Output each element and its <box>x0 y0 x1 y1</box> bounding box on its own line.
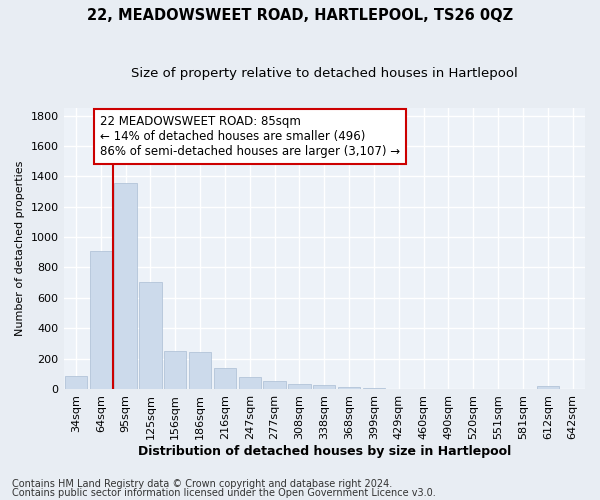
Bar <box>189 352 211 389</box>
Bar <box>139 282 161 389</box>
Bar <box>89 251 112 389</box>
Text: 22 MEADOWSWEET ROAD: 85sqm
← 14% of detached houses are smaller (496)
86% of sem: 22 MEADOWSWEET ROAD: 85sqm ← 14% of deta… <box>100 115 400 158</box>
X-axis label: Distribution of detached houses by size in Hartlepool: Distribution of detached houses by size … <box>137 444 511 458</box>
Text: 22, MEADOWSWEET ROAD, HARTLEPOOL, TS26 0QZ: 22, MEADOWSWEET ROAD, HARTLEPOOL, TS26 0… <box>87 8 513 22</box>
Bar <box>65 376 87 389</box>
Bar <box>239 377 261 389</box>
Bar <box>363 388 385 389</box>
Bar <box>288 384 311 389</box>
Bar <box>536 386 559 389</box>
Y-axis label: Number of detached properties: Number of detached properties <box>15 161 25 336</box>
Bar <box>263 380 286 389</box>
Bar <box>164 351 187 389</box>
Bar <box>115 183 137 389</box>
Text: Contains HM Land Registry data © Crown copyright and database right 2024.: Contains HM Land Registry data © Crown c… <box>12 479 392 489</box>
Bar <box>214 368 236 389</box>
Title: Size of property relative to detached houses in Hartlepool: Size of property relative to detached ho… <box>131 68 518 80</box>
Text: Contains public sector information licensed under the Open Government Licence v3: Contains public sector information licen… <box>12 488 436 498</box>
Bar <box>338 386 360 389</box>
Bar <box>313 385 335 389</box>
